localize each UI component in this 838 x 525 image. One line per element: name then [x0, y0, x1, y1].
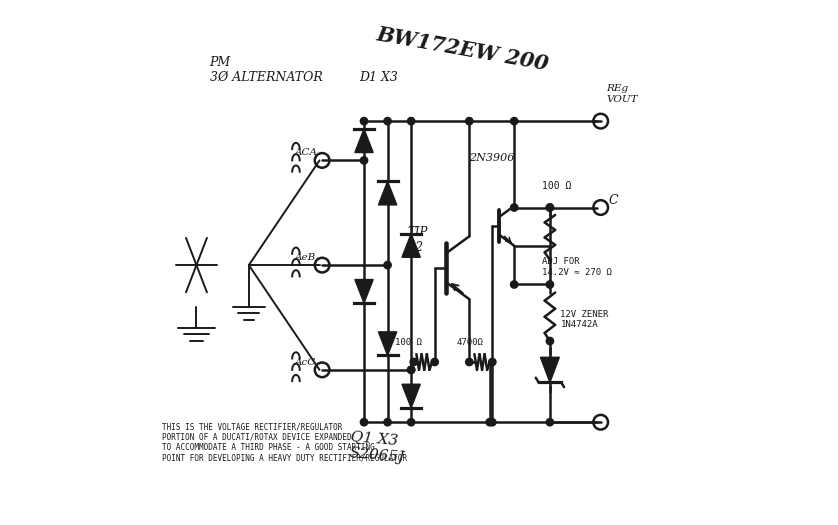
Circle shape: [546, 281, 554, 288]
Text: 12V ZENER
1N4742A: 12V ZENER 1N4742A: [561, 310, 608, 329]
Circle shape: [546, 418, 554, 426]
Text: 2N3906: 2N3906: [468, 153, 515, 163]
Text: AeB: AeB: [294, 253, 316, 262]
Text: ADJ FOR
14.2V ≈ 270 Ω: ADJ FOR 14.2V ≈ 270 Ω: [542, 257, 612, 277]
Text: 100 Ω: 100 Ω: [396, 339, 422, 348]
Circle shape: [510, 204, 518, 211]
Circle shape: [384, 118, 391, 125]
Text: AcC: AcC: [294, 358, 316, 367]
Text: THIS IS THE VOLTAGE RECTIFIER/REGULATOR
PORTION OF A DUCATI/ROTAX DEVICE EXPANDE: THIS IS THE VOLTAGE RECTIFIER/REGULATOR …: [163, 422, 407, 463]
Text: D1 X3: D1 X3: [359, 71, 398, 85]
Text: ACA: ACA: [294, 149, 318, 158]
Text: TIP
A2: TIP A2: [407, 226, 428, 254]
Circle shape: [489, 418, 496, 426]
Circle shape: [466, 359, 473, 365]
Circle shape: [407, 366, 415, 373]
Circle shape: [407, 118, 415, 125]
Circle shape: [489, 359, 496, 365]
Polygon shape: [379, 332, 396, 355]
Circle shape: [486, 418, 494, 426]
Circle shape: [407, 418, 415, 426]
Circle shape: [360, 118, 368, 125]
Polygon shape: [354, 279, 373, 303]
Polygon shape: [379, 181, 396, 205]
Text: BW172EW 200: BW172EW 200: [375, 24, 550, 75]
Circle shape: [407, 366, 415, 373]
Circle shape: [431, 359, 438, 365]
Circle shape: [510, 118, 518, 125]
Circle shape: [384, 261, 391, 269]
Polygon shape: [354, 129, 373, 153]
Circle shape: [360, 157, 368, 164]
Circle shape: [384, 418, 391, 426]
Polygon shape: [402, 234, 421, 257]
Circle shape: [410, 359, 417, 365]
Text: REg
VOUT: REg VOUT: [607, 85, 638, 104]
Text: C: C: [608, 194, 618, 207]
Polygon shape: [402, 384, 421, 408]
Circle shape: [546, 204, 554, 211]
Circle shape: [546, 338, 554, 345]
Circle shape: [360, 418, 368, 426]
Circle shape: [510, 281, 518, 288]
Polygon shape: [541, 358, 559, 382]
Circle shape: [466, 118, 473, 125]
Circle shape: [546, 204, 554, 211]
Text: PM
3Ø ALTERNATOR: PM 3Ø ALTERNATOR: [210, 56, 323, 83]
Text: 100 Ω: 100 Ω: [542, 181, 572, 191]
Text: Q1 X3
S2065J: Q1 X3 S2065J: [349, 430, 406, 465]
Text: 4700Ω: 4700Ω: [457, 339, 484, 348]
